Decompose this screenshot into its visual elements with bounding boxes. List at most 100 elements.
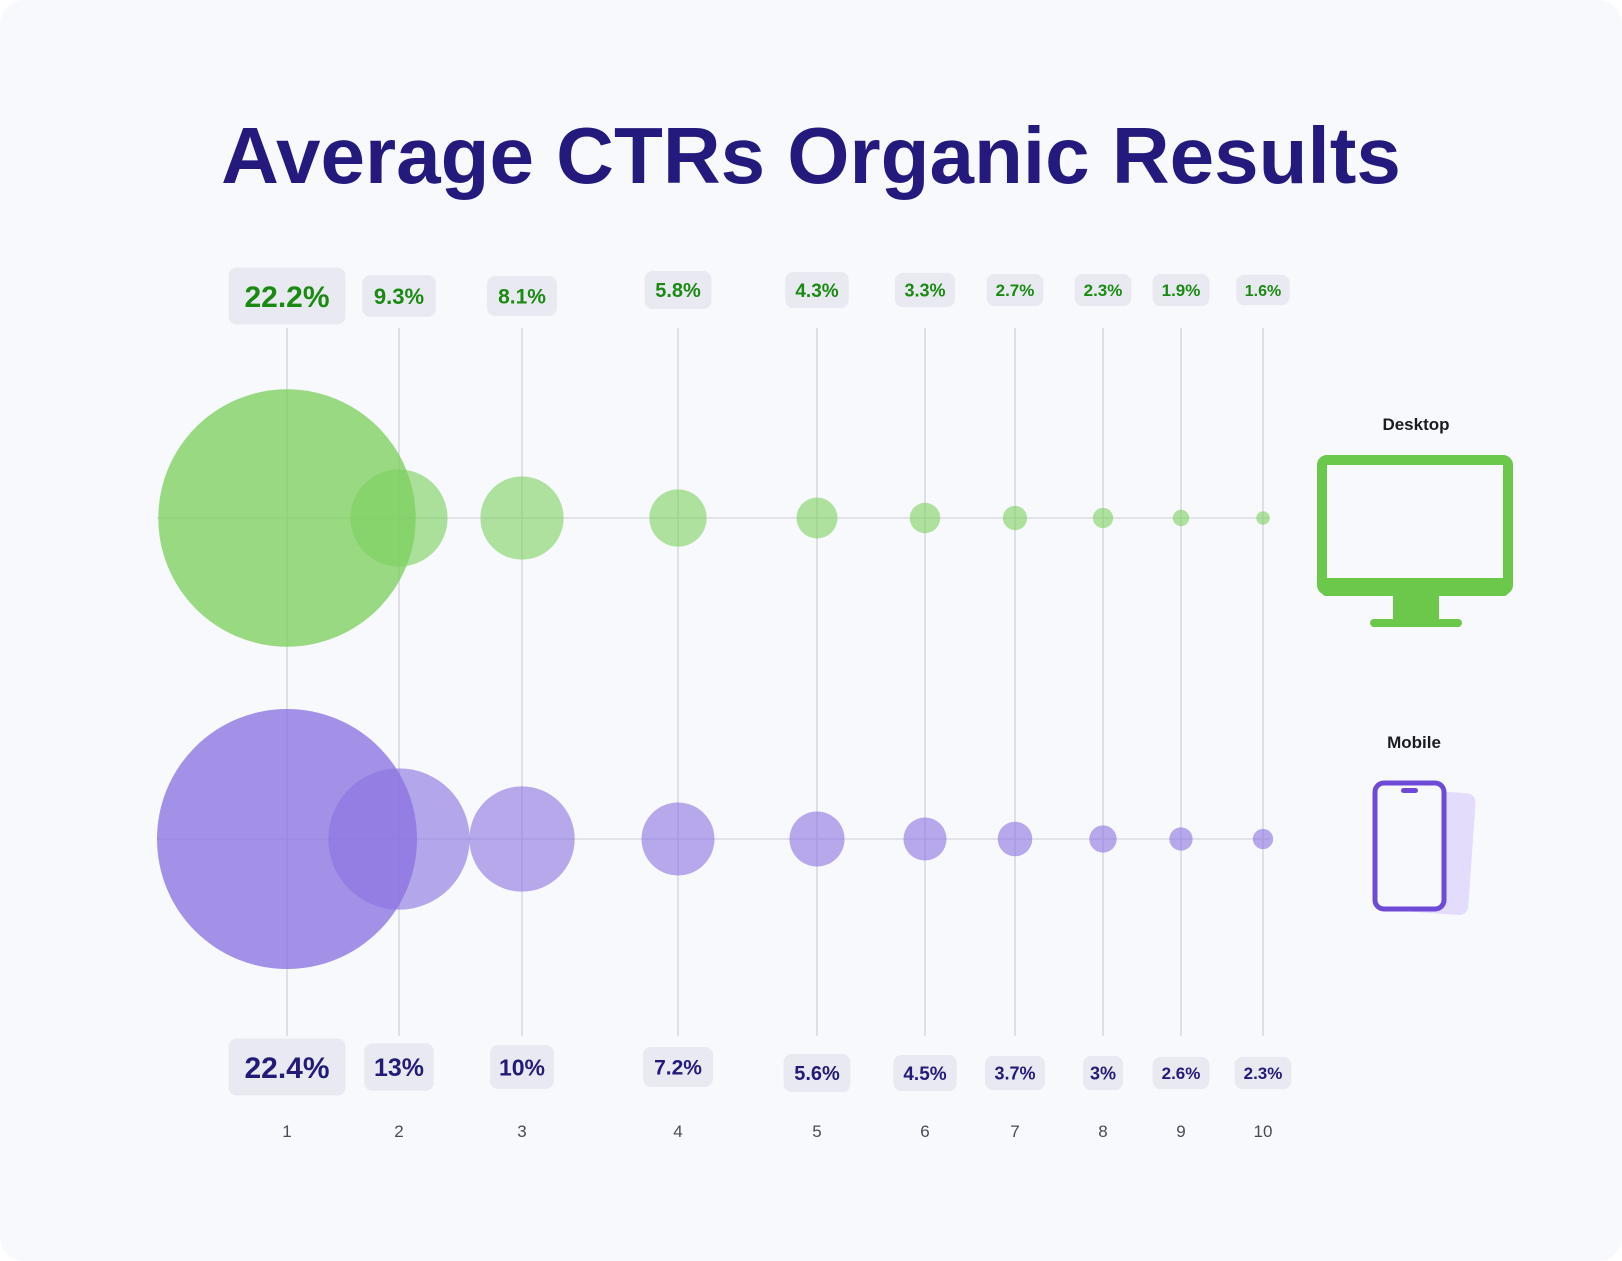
desktop-value-label-5: 4.3% <box>785 271 849 309</box>
desktop-value-label-box <box>894 272 956 308</box>
mobile-value-label-2: 13% <box>364 1043 434 1091</box>
mobile-value-label-text: 7.2% <box>654 1057 702 1080</box>
desktop-value-label-1: 22.2% <box>228 267 346 325</box>
desktop-bubble-8 <box>1092 507 1114 529</box>
value-labels: 22.2% 9.3% 8.1% 5.8% 4.3% 3.3% 2.7% 2.3% 1.9% 1.6… <box>228 267 1292 1096</box>
x-tick-labels: 1 2 3 4 5 6 7 8 9 10 <box>282 1122 1272 1141</box>
mobile-value-label-box <box>1152 1056 1210 1090</box>
x-tick-5: 5 <box>812 1122 821 1141</box>
desktop-value-label-text: 2.3% <box>1084 281 1123 300</box>
mobile-value-label-box <box>364 1043 434 1091</box>
desktop-value-label-text: 9.3% <box>374 284 424 309</box>
mobile-bubble-2 <box>328 768 470 910</box>
desktop-value-label-box <box>486 276 558 316</box>
desktop-value-label-box <box>1152 273 1210 307</box>
monitor-icon <box>1317 455 1513 627</box>
mobile-value-label-7: 3.7% <box>984 1055 1046 1091</box>
mobile-bubble-9 <box>1169 827 1193 851</box>
mobile-value-label-text: 2.6% <box>1162 1064 1201 1083</box>
x-tick-8: 8 <box>1098 1122 1107 1141</box>
legend-desktop-label: Desktop <box>1382 415 1449 434</box>
desktop-value-label-box <box>228 267 346 325</box>
desktop-value-label-2: 9.3% <box>362 275 436 317</box>
mobile-bubble-1 <box>157 709 417 969</box>
desktop-value-label-box <box>785 271 849 309</box>
desktop-value-label-6: 3.3% <box>894 272 956 308</box>
desktop-bubble-9 <box>1172 509 1190 527</box>
desktop-value-label-10: 1.6% <box>1236 274 1290 306</box>
mobile-value-label-text: 2.3% <box>1244 1064 1283 1083</box>
mobile-value-label-8: 3% <box>1083 1055 1123 1091</box>
mobile-value-label-box <box>783 1054 851 1092</box>
mobile-value-label-box <box>984 1055 1046 1091</box>
legend-mobile: Mobile <box>1372 733 1476 916</box>
mobile-value-label-10: 2.3% <box>1234 1056 1292 1090</box>
mobile-value-label-text: 13% <box>374 1054 424 1082</box>
desktop-value-label-3: 8.1% <box>486 276 558 316</box>
desktop-value-label-box <box>986 273 1044 307</box>
desktop-value-label-box <box>362 275 436 317</box>
mobile-value-label-box <box>893 1054 957 1092</box>
mobile-bubble-4 <box>641 802 715 876</box>
desktop-bubble-5 <box>796 497 838 539</box>
desktop-bubble-7 <box>1002 505 1028 531</box>
mobile-value-label-1: 22.4% <box>228 1038 346 1096</box>
x-tick-1: 1 <box>282 1122 291 1141</box>
x-tick-2: 2 <box>394 1122 403 1141</box>
mobile-value-label-text: 3.7% <box>994 1063 1035 1083</box>
mobile-value-label-text: 22.4% <box>244 1052 329 1085</box>
x-tick-3: 3 <box>517 1122 526 1141</box>
mobile-value-label-box <box>642 1047 714 1087</box>
mobile-value-label-box <box>1234 1056 1292 1090</box>
mobile-value-label-box <box>1083 1055 1123 1091</box>
desktop-value-label-text: 3.3% <box>904 280 945 300</box>
mobile-value-label-9: 2.6% <box>1152 1056 1210 1090</box>
desktop-value-label-text: 5.8% <box>655 280 701 302</box>
mobile-bubble-6 <box>903 817 947 861</box>
desktop-value-label-box <box>1074 273 1132 307</box>
desktop-bubble-3 <box>480 476 564 560</box>
mobile-value-label-4: 7.2% <box>642 1047 714 1087</box>
mobile-value-label-text: 10% <box>499 1054 545 1080</box>
desktop-bubble-2 <box>350 469 448 567</box>
desktop-bubble-10 <box>1256 511 1270 525</box>
desktop-value-label-box <box>1236 274 1290 306</box>
mobile-bubble-5 <box>789 811 845 867</box>
mobile-value-label-box <box>490 1045 554 1089</box>
mobile-value-label-6: 4.5% <box>893 1054 957 1092</box>
legend-mobile-label: Mobile <box>1387 733 1441 752</box>
chart-title: Average CTRs Organic Results <box>221 111 1401 200</box>
desktop-value-label-text: 8.1% <box>498 286 546 309</box>
mobile-bubble-7 <box>997 821 1033 857</box>
desktop-value-label-4: 5.8% <box>644 271 712 309</box>
mobile-bubble-10 <box>1252 828 1274 850</box>
desktop-value-label-text: 22.2% <box>244 281 329 314</box>
mobile-bubble-3 <box>469 786 575 892</box>
desktop-value-label-text: 1.9% <box>1162 281 1201 300</box>
x-tick-6: 6 <box>920 1122 929 1141</box>
x-tick-10: 10 <box>1254 1122 1273 1141</box>
desktop-value-label-8: 2.3% <box>1074 273 1132 307</box>
x-tick-4: 4 <box>673 1122 682 1141</box>
desktop-bubble-1 <box>158 389 416 647</box>
mobile-value-label-text: 3% <box>1090 1063 1116 1083</box>
desktop-value-label-box <box>644 271 712 309</box>
mobile-bubble-8 <box>1089 825 1117 853</box>
bubbles <box>157 389 1274 969</box>
mobile-value-label-5: 5.6% <box>783 1054 851 1092</box>
mobile-value-label-box <box>228 1038 346 1096</box>
desktop-value-label-7: 2.7% <box>986 273 1044 307</box>
mobile-value-label-text: 5.6% <box>794 1063 840 1085</box>
desktop-bubble-4 <box>649 489 707 547</box>
x-tick-9: 9 <box>1176 1122 1185 1141</box>
desktop-value-label-text: 4.3% <box>795 281 838 302</box>
legend-desktop: Desktop <box>1317 415 1513 627</box>
x-tick-7: 7 <box>1010 1122 1019 1141</box>
desktop-value-label-9: 1.9% <box>1152 273 1210 307</box>
mobile-value-label-3: 10% <box>490 1045 554 1089</box>
mobile-value-label-text: 4.5% <box>903 1064 946 1085</box>
desktop-value-label-text: 1.6% <box>1245 283 1281 300</box>
desktop-value-label-text: 2.7% <box>996 281 1035 300</box>
